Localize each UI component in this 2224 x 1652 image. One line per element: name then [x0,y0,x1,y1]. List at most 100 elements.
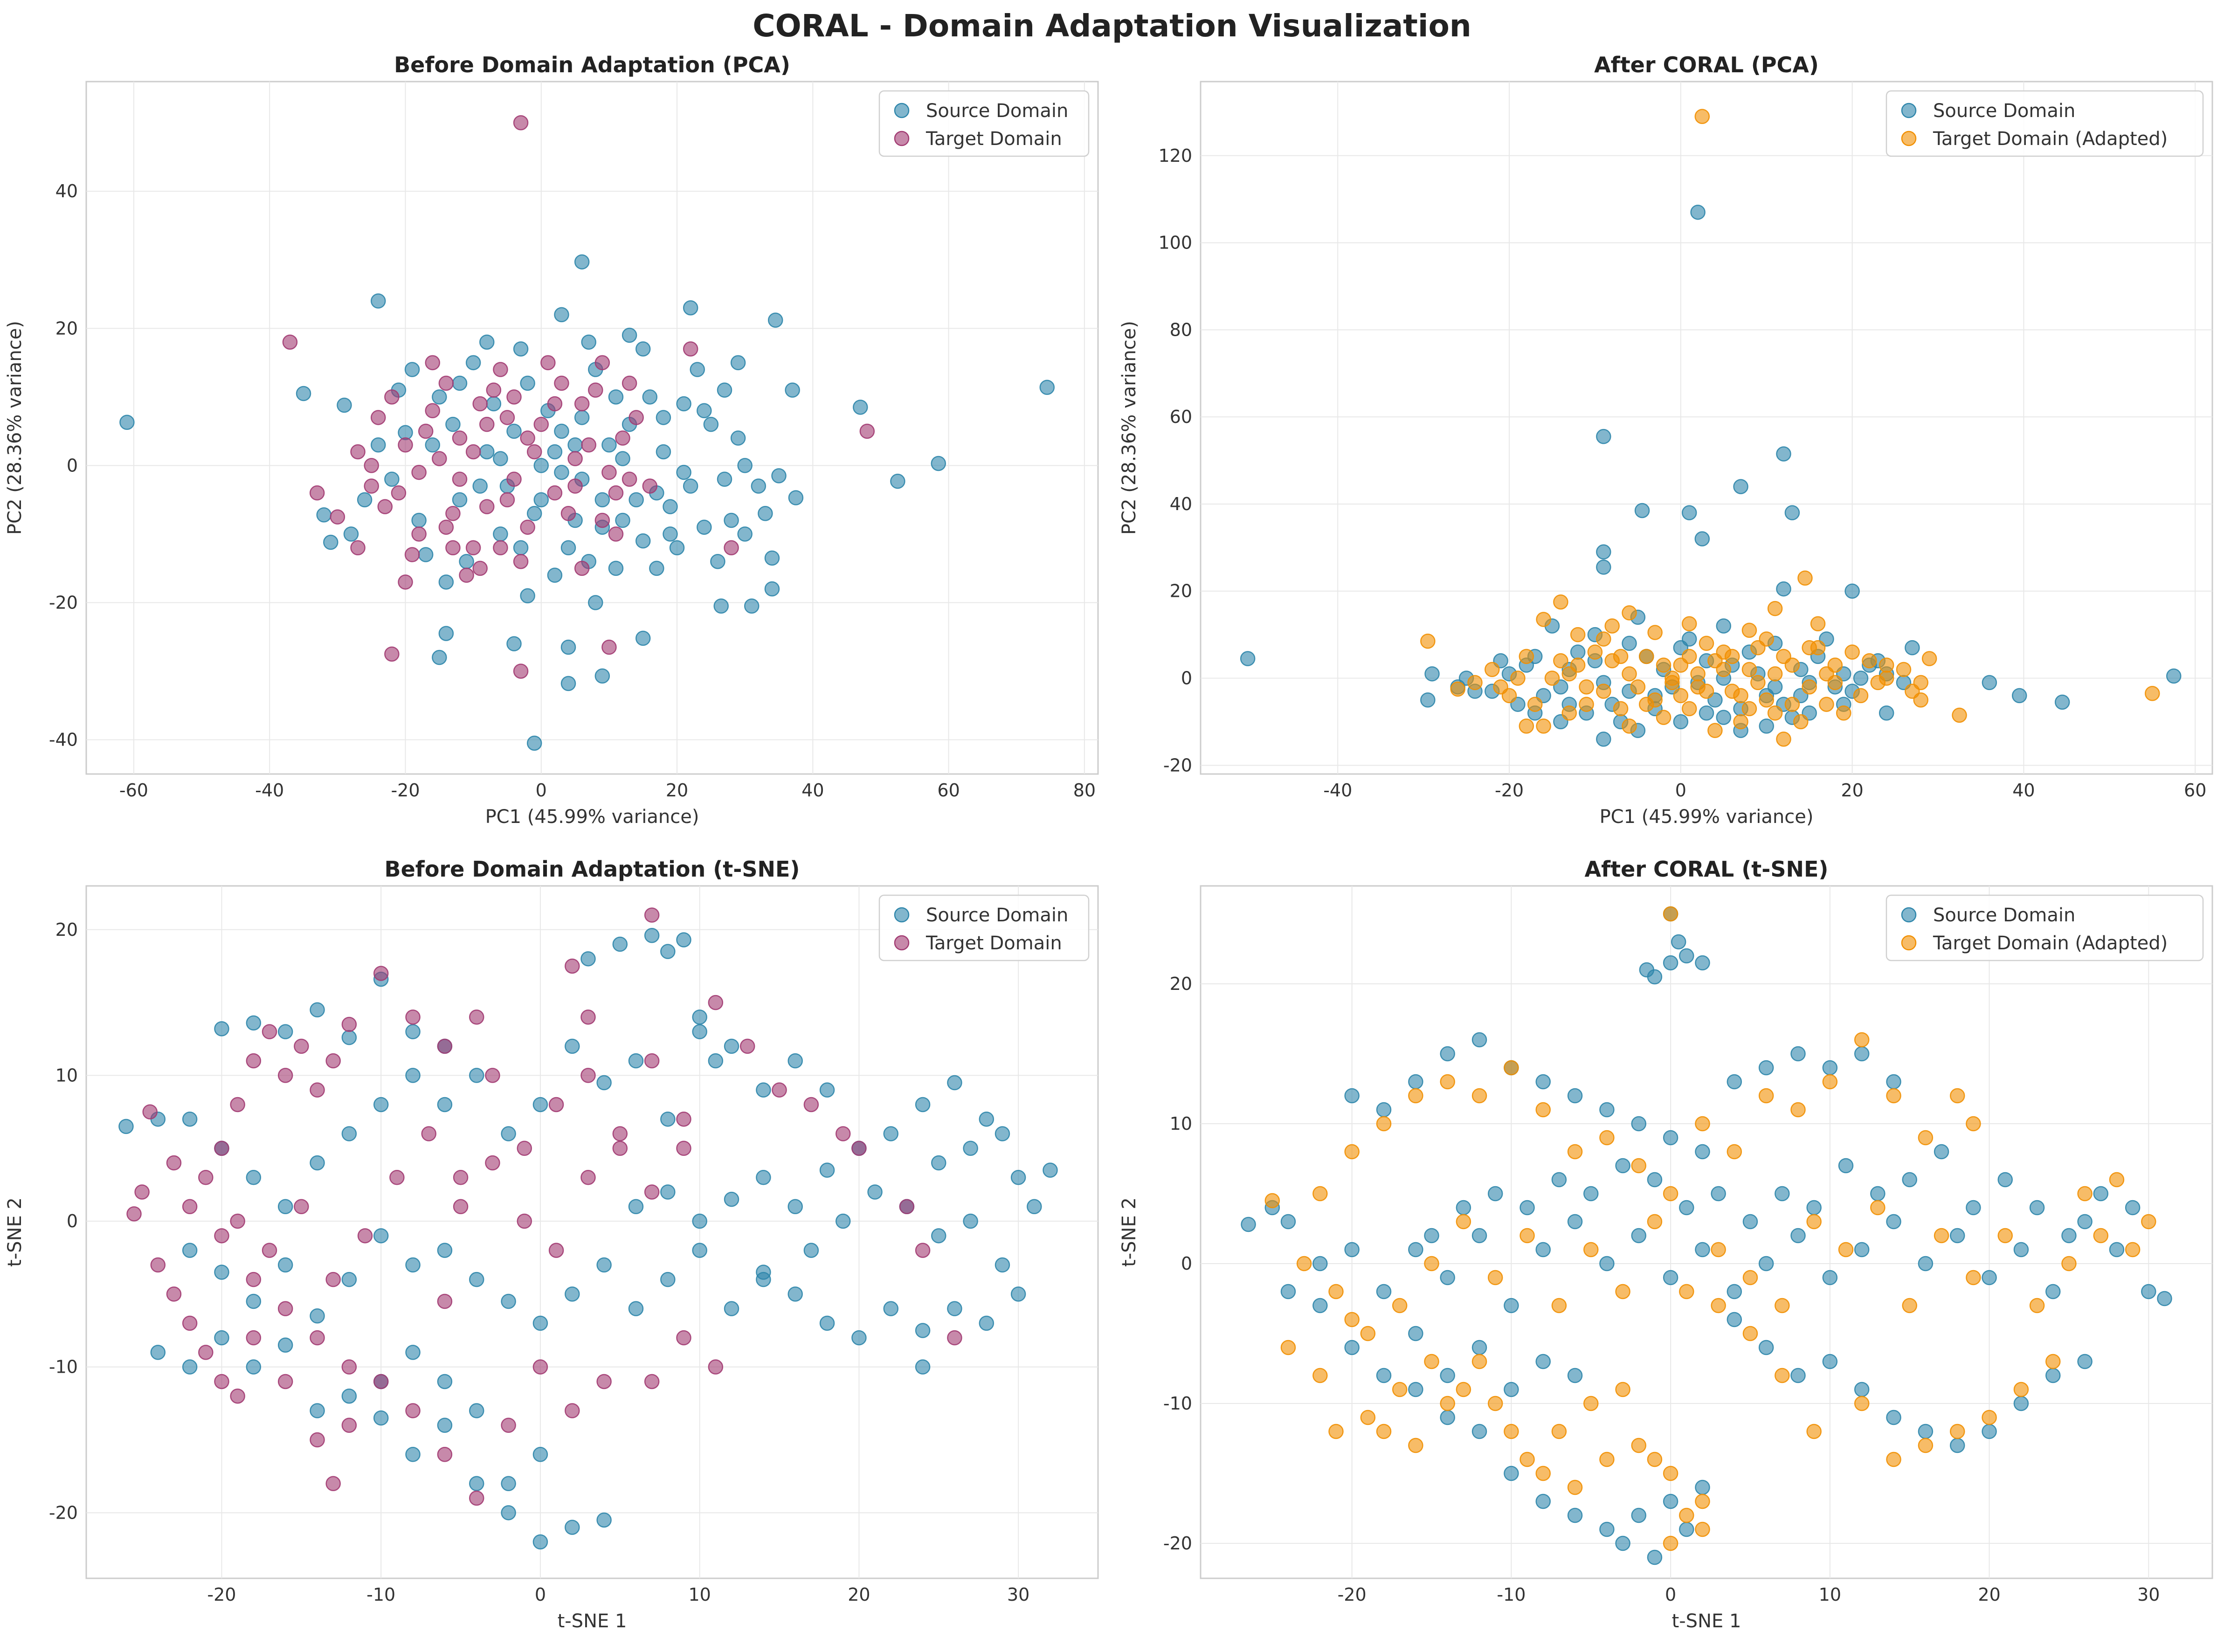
data-point [1886,1074,1901,1090]
data-point [296,386,311,401]
data-point [1854,1382,1870,1397]
data-point [1553,594,1568,610]
data-point [1408,1382,1423,1397]
data-point [1671,934,1686,950]
data-point [384,389,400,405]
data-point [246,1272,262,1287]
data-point [373,1228,389,1244]
data-point [612,1126,628,1141]
data-point [1520,1200,1535,1216]
data-point [1583,1242,1599,1258]
data-point [277,1199,293,1215]
data-point [310,1432,325,1448]
data-point [1790,1102,1806,1118]
data-point [931,1155,946,1171]
data-point [554,375,569,391]
x-tick-label: -40 [1323,780,1352,801]
data-point [1487,1186,1503,1202]
data-point [1376,1368,1392,1383]
y-tick-label: 120 [1158,145,1192,166]
data-point [357,492,373,508]
legend: Source Domain Target Domain (Adapted) [1886,90,2204,157]
data-point [1599,1256,1615,1272]
data-point [1424,666,1440,682]
data-point [2141,1284,2156,1299]
data-point [622,375,637,391]
data-point [979,1111,995,1127]
data-point [465,355,481,371]
data-point [560,506,576,521]
data-point [1596,732,1611,747]
data-point [310,1002,325,1017]
plot-area [85,81,1099,775]
data-point [411,464,427,480]
data-point [565,1403,580,1418]
data-point [214,1374,229,1389]
data-point [1790,1228,1806,1244]
data-point [771,468,787,484]
data-point [1485,662,1500,677]
x-tick-label: 0 [1675,780,1686,801]
data-point [453,1170,469,1185]
data-point [931,1228,946,1244]
x-tick-label: 0 [535,1584,546,1605]
y-tick-label: 20 [1170,974,1192,994]
data-point [1376,1102,1392,1118]
series-target-domain [126,907,962,1506]
data-point [425,403,441,418]
data-point [692,1213,707,1229]
data-point [540,355,556,371]
data-point [1775,1368,1790,1383]
data-point [574,560,590,576]
data-point [310,1082,325,1098]
data-point [1810,616,1826,632]
data-point [1280,1340,1296,1355]
legend-label: Target Domain (Adapted) [1933,933,2168,954]
data-point [2145,685,2160,701]
data-point [2045,1284,2061,1299]
data-point [608,485,624,501]
data-point [724,512,739,528]
data-point [739,1038,755,1054]
data-point [1344,1242,1360,1258]
y-tick-label: 10 [1170,1113,1192,1134]
data-point [1663,1465,1678,1481]
data-point [1694,109,1710,124]
data-point [373,966,389,981]
data-point [581,334,596,350]
data-point [1656,657,1671,673]
data-point [532,1359,548,1375]
data-point [1613,649,1629,664]
data-point [1408,1088,1423,1104]
data-point [608,526,624,542]
data-point [1711,1186,1726,1202]
data-point [1758,1340,1774,1355]
data-point [947,1330,962,1346]
data-point [411,526,427,542]
data-point [730,430,746,446]
data-point [425,355,441,371]
x-tick-label: 30 [2137,1584,2160,1605]
data-point [469,1403,484,1418]
data-point [341,1417,357,1433]
data-point [310,1308,325,1324]
data-point [730,355,746,371]
data-point [1631,1438,1647,1453]
data-point [1567,1144,1583,1160]
data-point [1567,1507,1583,1523]
data-point [325,1272,341,1287]
data-point [1802,679,1817,695]
data-point [343,526,359,542]
data-point [1583,1186,1599,1202]
data-point [548,1097,564,1113]
data-point [580,1068,596,1083]
data-point [1615,1284,1630,1299]
data-point [1896,662,1912,677]
data-point [472,560,488,576]
data-point [1471,1340,1487,1355]
data-point [532,1447,548,1462]
y-axis-label: PC2 (28.36% variance) [4,321,26,535]
data-point [612,1141,628,1156]
data-point [1504,1424,1519,1439]
data-point [425,437,441,453]
